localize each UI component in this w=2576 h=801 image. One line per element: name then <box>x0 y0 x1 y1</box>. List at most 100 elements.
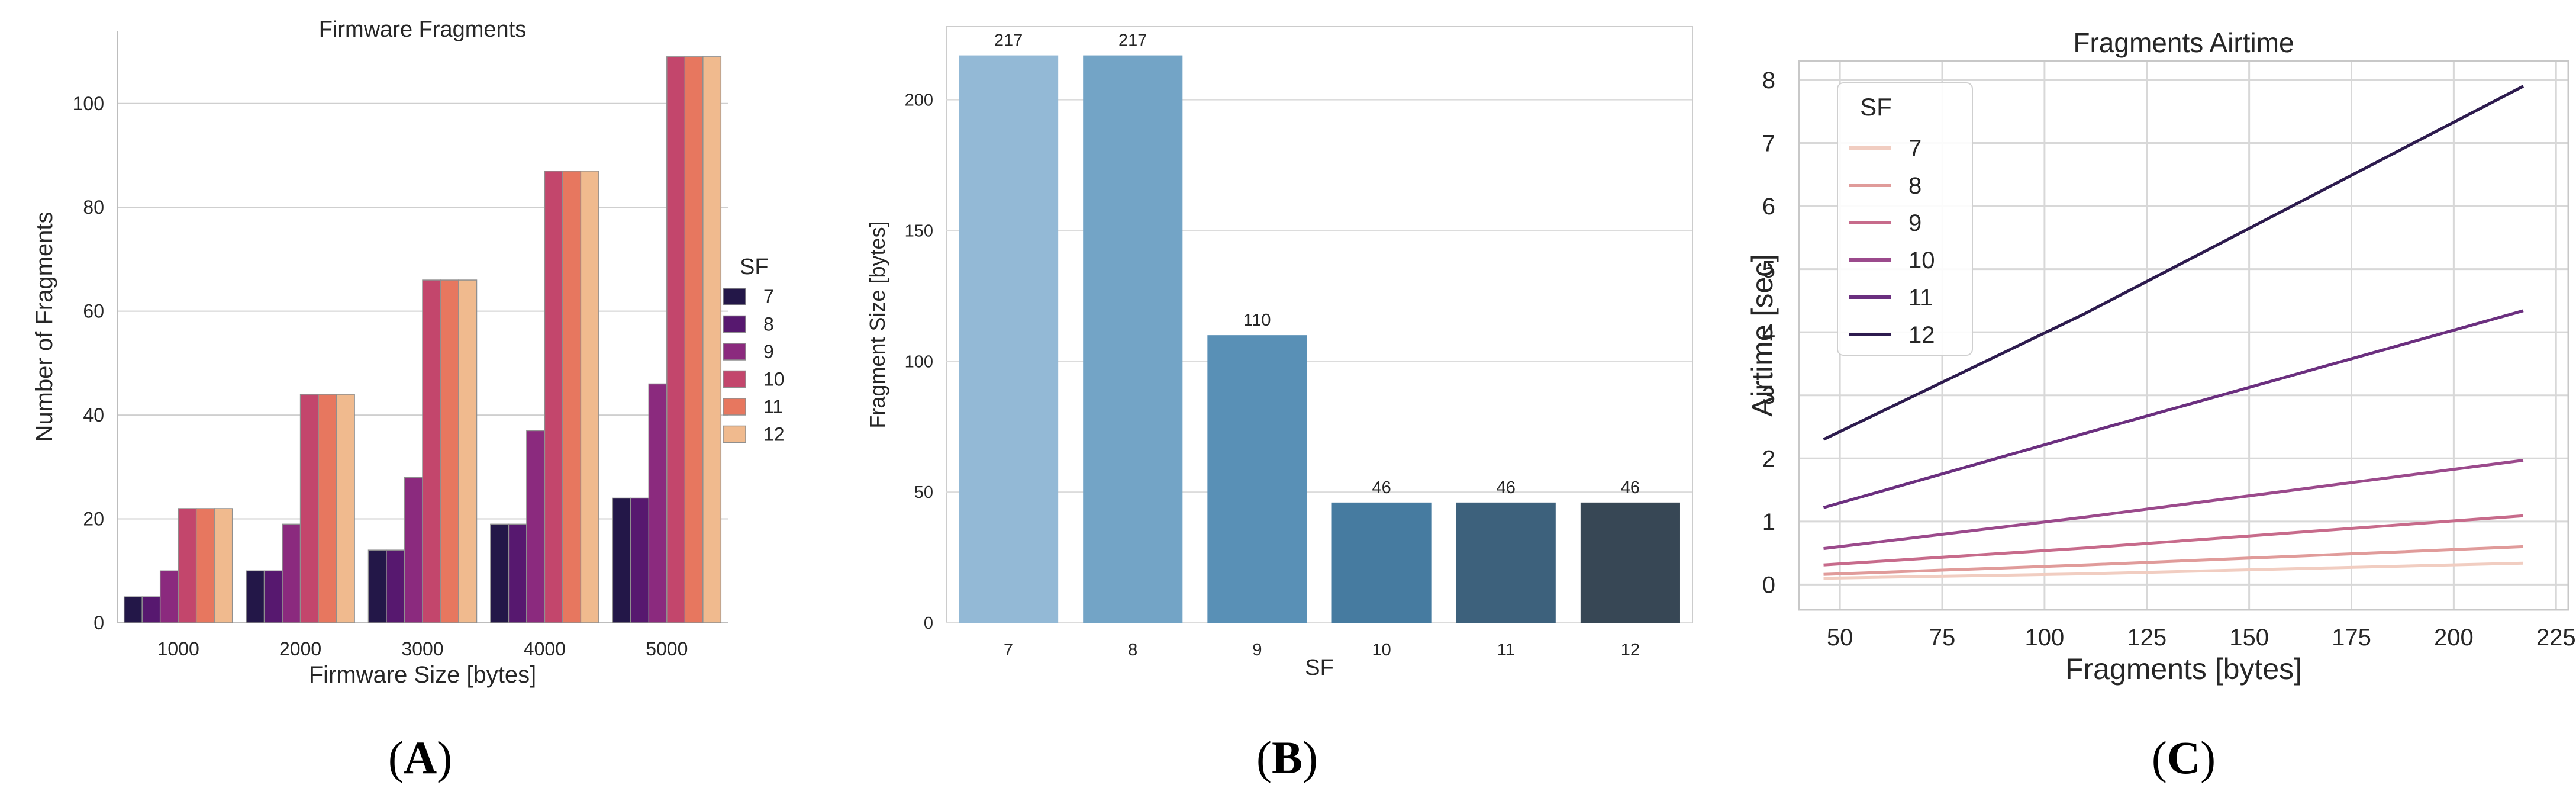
chart-a-legend-swatch <box>723 398 746 416</box>
chart-a-legend-label: 11 <box>763 396 783 417</box>
chart-b-bar <box>1580 502 1680 623</box>
chart-a-y-axis-label: Number of Fragments <box>31 211 57 442</box>
chart-a-bar <box>318 394 337 623</box>
chart-c-x-axis-label: Fragments [bytes] <box>2065 652 2302 686</box>
chart-a-bar <box>458 279 478 623</box>
chart-c-title: Fragments Airtime <box>2073 27 2294 58</box>
chart-c-series-line <box>1823 459 2524 551</box>
chart-b-x-tick-label: 9 <box>1252 641 1262 660</box>
chart-c-legend-label: 10 <box>1908 247 1935 274</box>
chart-a-legend-label: 12 <box>763 424 785 445</box>
chart-a-legend: SF 7 8 9 10 11 12 <box>723 255 785 445</box>
chart-b-x-tick-label: 8 <box>1128 641 1137 660</box>
chart-a-bar <box>490 523 510 623</box>
chart-a-x-tick-label: 2000 <box>279 638 321 660</box>
chart-c-series-line <box>1823 85 2525 441</box>
chart-c-series-line <box>1823 514 2524 567</box>
chart-a-bar <box>684 56 704 623</box>
chart-b-bar <box>1207 335 1307 623</box>
chart-a-bar <box>544 171 563 623</box>
chart-c-y-tick-label: 2 <box>1762 446 1775 472</box>
chart-c-y-tick-label: 4 <box>1762 320 1775 346</box>
chart-a-bar <box>612 497 631 623</box>
chart-c-series-line <box>1823 545 2524 576</box>
chart-a-bar <box>178 508 197 623</box>
chart-b-y-tick-label: 200 <box>905 91 933 110</box>
chart-a-bar <box>246 570 265 623</box>
chart-c-y-tick-label: 7 <box>1762 131 1775 157</box>
chart-b: 0 50 100 150 200 217 7 217 8 110 9 46 10 46 11 46 12 SF Fr… <box>865 26 1693 680</box>
chart-a-bar <box>123 596 143 623</box>
chart-c-y-tick-label: 6 <box>1762 194 1775 220</box>
chart-a-legend-title: SF <box>740 255 769 279</box>
chart-a-caption: (A) <box>388 732 452 783</box>
chart-b-data-label: 217 <box>1118 31 1147 50</box>
chart-c-x-tick-label: 200 <box>2434 625 2474 651</box>
chart-c-legend: SF 7 8 9 10 11 12 <box>1837 82 1973 356</box>
chart-a-x-tick-label: 5000 <box>646 638 688 660</box>
chart-a-x-tick-label: 4000 <box>524 638 566 660</box>
chart-c-x-tick-label: 175 <box>2332 625 2371 651</box>
chart-a-bar <box>648 383 668 623</box>
chart-a-legend-label: 7 <box>763 286 774 307</box>
chart-b-y-tick-label: 100 <box>905 352 933 371</box>
chart-c-y-tick-label: 8 <box>1762 67 1775 94</box>
chart-c-x-tick-label: 125 <box>2127 625 2166 651</box>
chart-c-y-tick-label: 0 <box>1762 572 1775 598</box>
chart-a-x-tick-label: 3000 <box>401 638 443 660</box>
chart-a-legend-swatch <box>723 315 746 333</box>
chart-a-y-tick-label: 80 <box>83 197 104 218</box>
chart-a-legend-swatch <box>723 370 746 388</box>
chart-c-series-line <box>1823 309 2524 509</box>
chart-a-bar <box>422 279 441 623</box>
chart-c-y-tick-label: 5 <box>1762 257 1775 283</box>
chart-b-y-tick-label: 0 <box>924 614 933 633</box>
chart-a-bar <box>336 394 355 623</box>
chart-b-bar <box>1456 502 1556 623</box>
chart-b-y-axis-label: Fragment Size [bytes] <box>865 221 889 428</box>
chart-b-bar <box>1083 55 1183 623</box>
chart-c-caption: (C) <box>2152 732 2216 783</box>
chart-a-bar <box>141 596 161 623</box>
chart-a-bar <box>440 279 459 623</box>
chart-c-y-tick-label: 1 <box>1762 509 1775 535</box>
chart-a-y-tick-label: 60 <box>83 301 104 322</box>
chart-b-x-axis-label: SF <box>1305 655 1334 680</box>
chart-a-bar <box>214 508 233 623</box>
chart-c-legend-label: 11 <box>1908 285 1933 311</box>
chart-a-y-tick-label: 20 <box>83 509 104 530</box>
chart-a-bar <box>630 497 650 623</box>
chart-a-legend-label: 9 <box>763 341 774 362</box>
chart-b-bar <box>1331 502 1432 623</box>
chart-b-x-tick-label: 11 <box>1497 641 1515 660</box>
chart-c-legend-title: SF <box>1860 93 1892 121</box>
chart-a-bar <box>299 394 319 623</box>
chart-a-bar <box>386 549 405 623</box>
chart-a-y-tick-label: 0 <box>94 612 104 633</box>
chart-c-x-tick-label: 50 <box>1827 625 1853 651</box>
chart-c-x-tick-label: 75 <box>1929 625 1956 651</box>
chart-b-data-label: 217 <box>994 31 1023 50</box>
chart-a-bar <box>263 570 283 623</box>
chart-c-x-tick-label: 225 <box>2536 625 2576 651</box>
chart-c-x-tick-label: 150 <box>2229 625 2269 651</box>
chart-a-y-tick-label: 100 <box>73 93 104 114</box>
chart-a-legend-label: 10 <box>763 369 785 390</box>
chart-a-legend-swatch <box>723 288 746 305</box>
chart-b-x-tick-label: 10 <box>1372 641 1391 660</box>
chart-c-y-axis-label: Airtime [sec] <box>1746 254 1779 417</box>
chart-c-y-tick-label: 3 <box>1762 383 1775 409</box>
chart-a-legend-swatch <box>723 343 746 361</box>
chart-a-bar <box>702 56 722 623</box>
chart-b-data-label: 46 <box>1497 478 1516 497</box>
chart-c-x-tick-label: 100 <box>2025 625 2065 651</box>
chart-a-title: Firmware Fragments <box>319 17 527 42</box>
chart-b-caption: (B) <box>1256 732 1318 783</box>
chart-b-y-tick-label: 150 <box>905 222 933 241</box>
chart-b-x-tick-label: 7 <box>1004 641 1013 660</box>
chart-a-x-tick-label: 1000 <box>157 638 199 660</box>
chart-a-bar <box>580 171 599 623</box>
chart-a-bar <box>367 549 387 623</box>
chart-a-bar <box>562 171 582 623</box>
